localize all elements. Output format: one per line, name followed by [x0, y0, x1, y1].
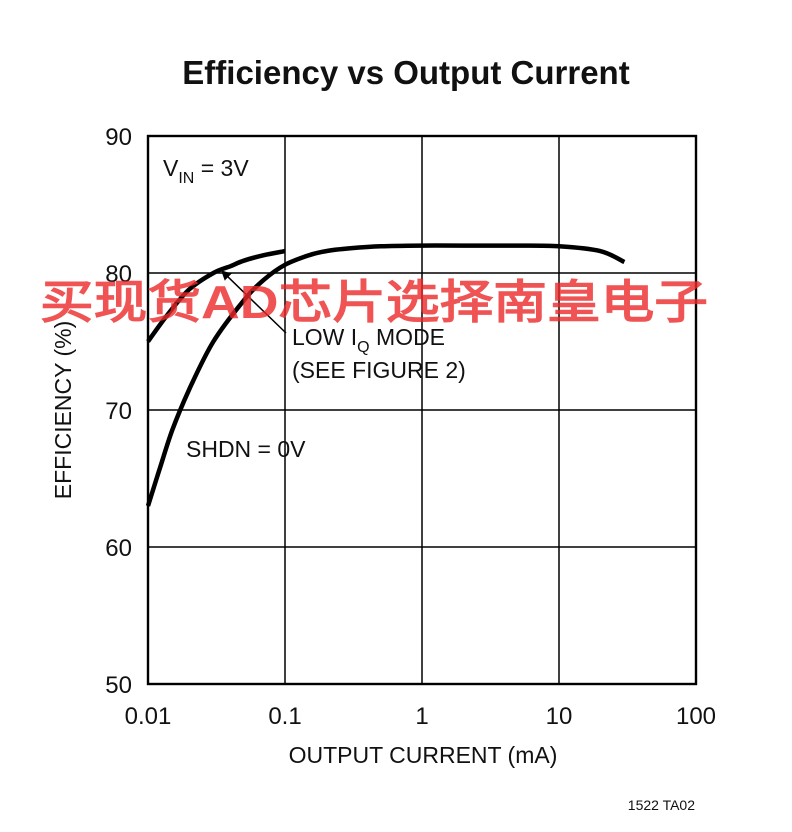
chart-title: Efficiency vs Output Current [182, 54, 629, 91]
x-tick-labels: 0.01 0.1 1 10 100 [125, 703, 716, 730]
shdn-annotation: SHDN = 0V [186, 436, 306, 462]
x-tick-label: 100 [676, 703, 716, 730]
vin-annotation: VIN = 3V [163, 155, 249, 187]
x-tick-label: 0.01 [125, 703, 172, 730]
vin-subscript: IN [178, 170, 194, 187]
annotation-arrow [221, 270, 287, 334]
series-line-2 [145, 243, 626, 507]
y-tick-labels: 50 60 70 80 90 [105, 124, 132, 699]
series-group [145, 243, 626, 507]
vin-value-text: = 3V [194, 155, 249, 181]
y-tick-label: 70 [105, 398, 132, 425]
low-iq-annotation-line1: LOW IQ MODE [292, 324, 445, 356]
y-tick-label: 80 [105, 261, 132, 288]
low-iq-annotation-line2: (SEE FIGURE 2) [292, 357, 466, 383]
x-tick-label: 10 [546, 703, 573, 730]
y-axis-label: EFFICIENCY (%) [50, 321, 76, 499]
x-tick-label: 0.1 [268, 703, 301, 730]
x-axis-label: OUTPUT CURRENT (mA) [289, 742, 558, 768]
y-tick-label: 50 [105, 672, 132, 699]
y-tick-label: 90 [105, 124, 132, 151]
vin-main-text: V [163, 155, 179, 181]
x-tick-label: 1 [415, 703, 428, 730]
series-line-1 [146, 248, 286, 343]
y-tick-label: 60 [105, 535, 132, 562]
low-iq-mode-text: MODE [370, 324, 445, 350]
low-iq-text: LOW I [292, 324, 357, 350]
watermark-text: 买现货AD芯片选择南皇电子 [40, 276, 708, 328]
plot-frame [146, 134, 698, 686]
figure-code: 1522 TA02 [628, 797, 695, 813]
low-iq-subscript: Q [357, 339, 369, 356]
grid-lines [147, 135, 697, 685]
